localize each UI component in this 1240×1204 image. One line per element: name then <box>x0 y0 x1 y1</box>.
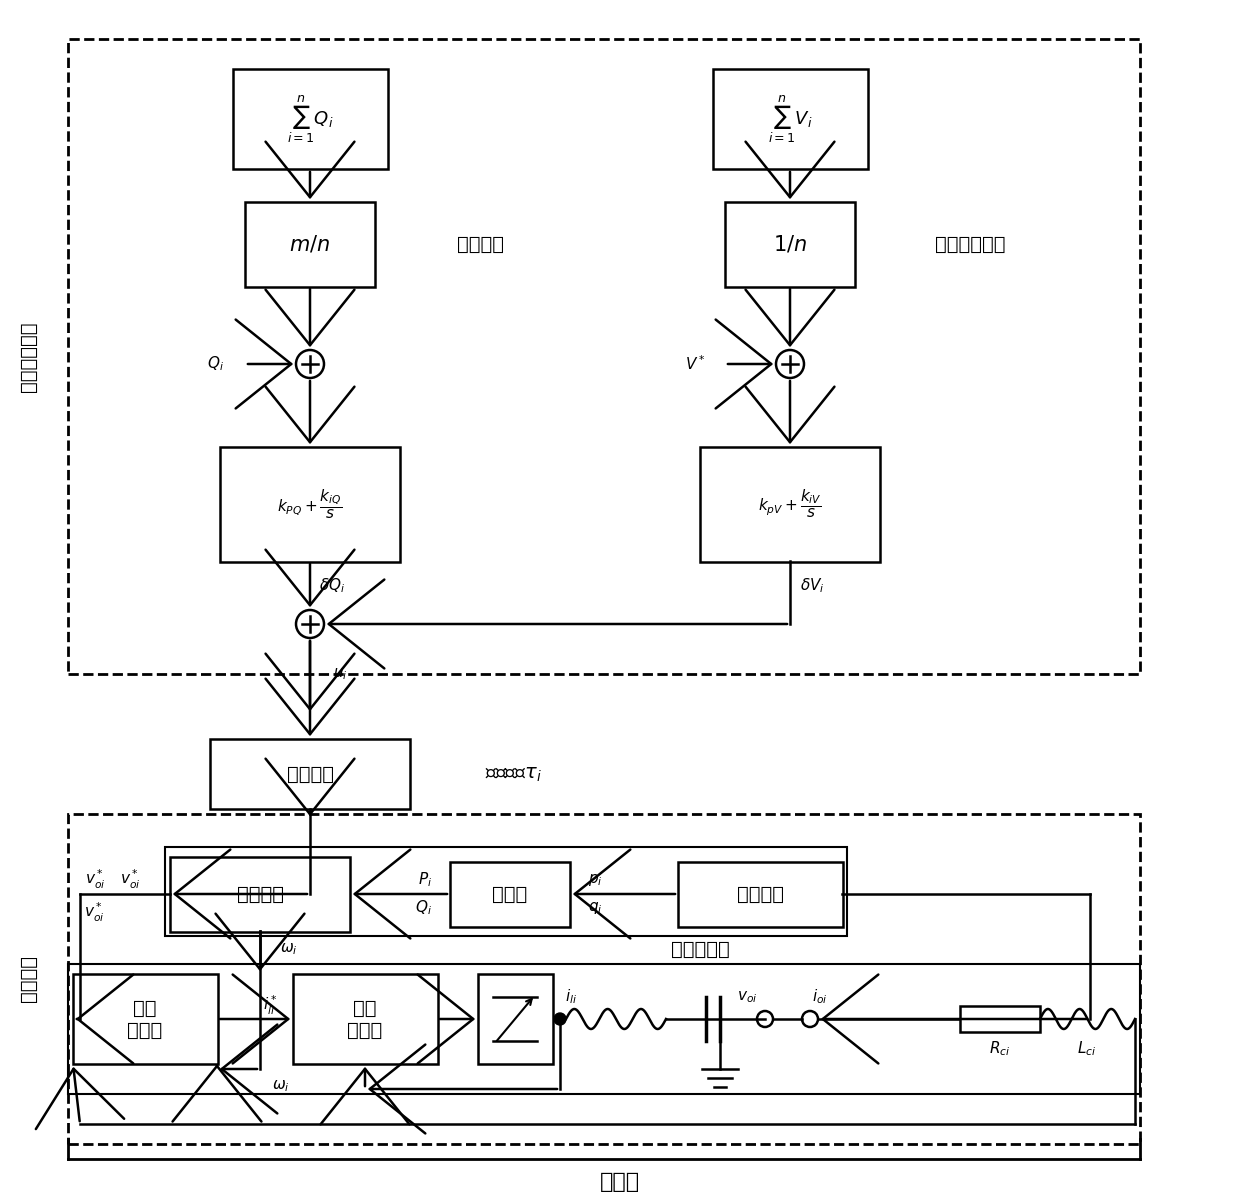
Text: $L_{ci}$: $L_{ci}$ <box>1078 1039 1096 1058</box>
Bar <box>233 69 387 169</box>
Text: $v_{oi}^*$: $v_{oi}^*$ <box>119 867 140 891</box>
Text: 电压恢复: 电压恢复 <box>456 235 503 254</box>
Circle shape <box>296 610 324 638</box>
Text: 通讯延时$\tau_i$: 通讯延时$\tau_i$ <box>485 765 542 784</box>
Text: $v_{oi}^*$: $v_{oi}^*$ <box>84 901 104 923</box>
Text: 功率控制器: 功率控制器 <box>671 939 729 958</box>
Bar <box>246 201 374 287</box>
Bar <box>219 447 401 561</box>
Bar <box>677 862 842 927</box>
Text: $p_i$: $p_i$ <box>588 872 603 889</box>
Text: $\omega_i$: $\omega_i$ <box>280 942 298 957</box>
Bar <box>293 974 438 1064</box>
Text: 微电网: 微电网 <box>600 1171 640 1192</box>
Bar <box>165 846 847 936</box>
Bar <box>68 814 1140 1144</box>
Text: $Q_i$: $Q_i$ <box>415 898 432 917</box>
Bar <box>713 69 868 169</box>
Text: $\boldsymbol{u_i}$: $\boldsymbol{u_i}$ <box>332 666 347 681</box>
Text: $k_{PQ}+\dfrac{k_{iQ}}{s}$: $k_{PQ}+\dfrac{k_{iQ}}{s}$ <box>278 488 342 521</box>
Text: $\delta V_i$: $\delta V_i$ <box>800 577 825 595</box>
Text: $\mathit{m/n}$: $\mathit{m/n}$ <box>289 234 331 254</box>
Text: 一次控制: 一次控制 <box>19 956 37 1003</box>
Text: $\delta Q_i$: $\delta Q_i$ <box>319 577 345 595</box>
Text: $i_{oi}$: $i_{oi}$ <box>812 987 828 1007</box>
Text: $v_{oi}$: $v_{oi}$ <box>737 990 758 1005</box>
Text: $Q_i$: $Q_i$ <box>207 355 223 373</box>
Text: 电压
控制器: 电压 控制器 <box>128 998 162 1039</box>
Text: $\sum_{i=1}^{n}Q_i$: $\sum_{i=1}^{n}Q_i$ <box>286 93 334 144</box>
Text: $\mathit{1/n}$: $\mathit{1/n}$ <box>773 234 807 254</box>
Text: $\omega_i$: $\omega_i$ <box>272 1078 290 1094</box>
Text: 下垂控制: 下垂控制 <box>237 885 284 903</box>
Circle shape <box>776 350 804 378</box>
Text: $i_{li}$: $i_{li}$ <box>565 987 577 1007</box>
Bar <box>450 862 570 927</box>
Bar <box>210 739 410 809</box>
Bar <box>477 974 553 1064</box>
Text: 滤波器: 滤波器 <box>492 885 528 903</box>
Text: $P_i$: $P_i$ <box>418 870 432 890</box>
Text: 功率计算: 功率计算 <box>737 885 784 903</box>
Text: $i_{li}^*$: $i_{li}^*$ <box>263 993 278 1016</box>
Bar <box>68 39 1140 674</box>
Bar <box>68 964 1140 1094</box>
Text: $R_{ci}$: $R_{ci}$ <box>990 1039 1011 1058</box>
Bar <box>72 974 217 1064</box>
Circle shape <box>554 1013 565 1025</box>
Text: $\sum_{i=1}^{n}V_i$: $\sum_{i=1}^{n}V_i$ <box>768 93 812 144</box>
Text: 通讯通道: 通讯通道 <box>286 765 334 784</box>
Bar <box>725 201 856 287</box>
Text: $k_{pV}+\dfrac{k_{iV}}{s}$: $k_{pV}+\dfrac{k_{iV}}{s}$ <box>758 488 822 520</box>
Text: $v_{oi}^*$: $v_{oi}^*$ <box>86 867 105 891</box>
Text: 电流
控制器: 电流 控制器 <box>347 998 383 1039</box>
Text: $V^*$: $V^*$ <box>684 355 706 373</box>
Text: 无功功率均分: 无功功率均分 <box>935 235 1006 254</box>
Bar <box>170 856 350 932</box>
Bar <box>701 447 880 561</box>
Text: 二次电压控制: 二次电压控制 <box>19 321 37 391</box>
Circle shape <box>296 350 324 378</box>
Text: $q_i$: $q_i$ <box>588 901 603 916</box>
Bar <box>960 1007 1040 1032</box>
